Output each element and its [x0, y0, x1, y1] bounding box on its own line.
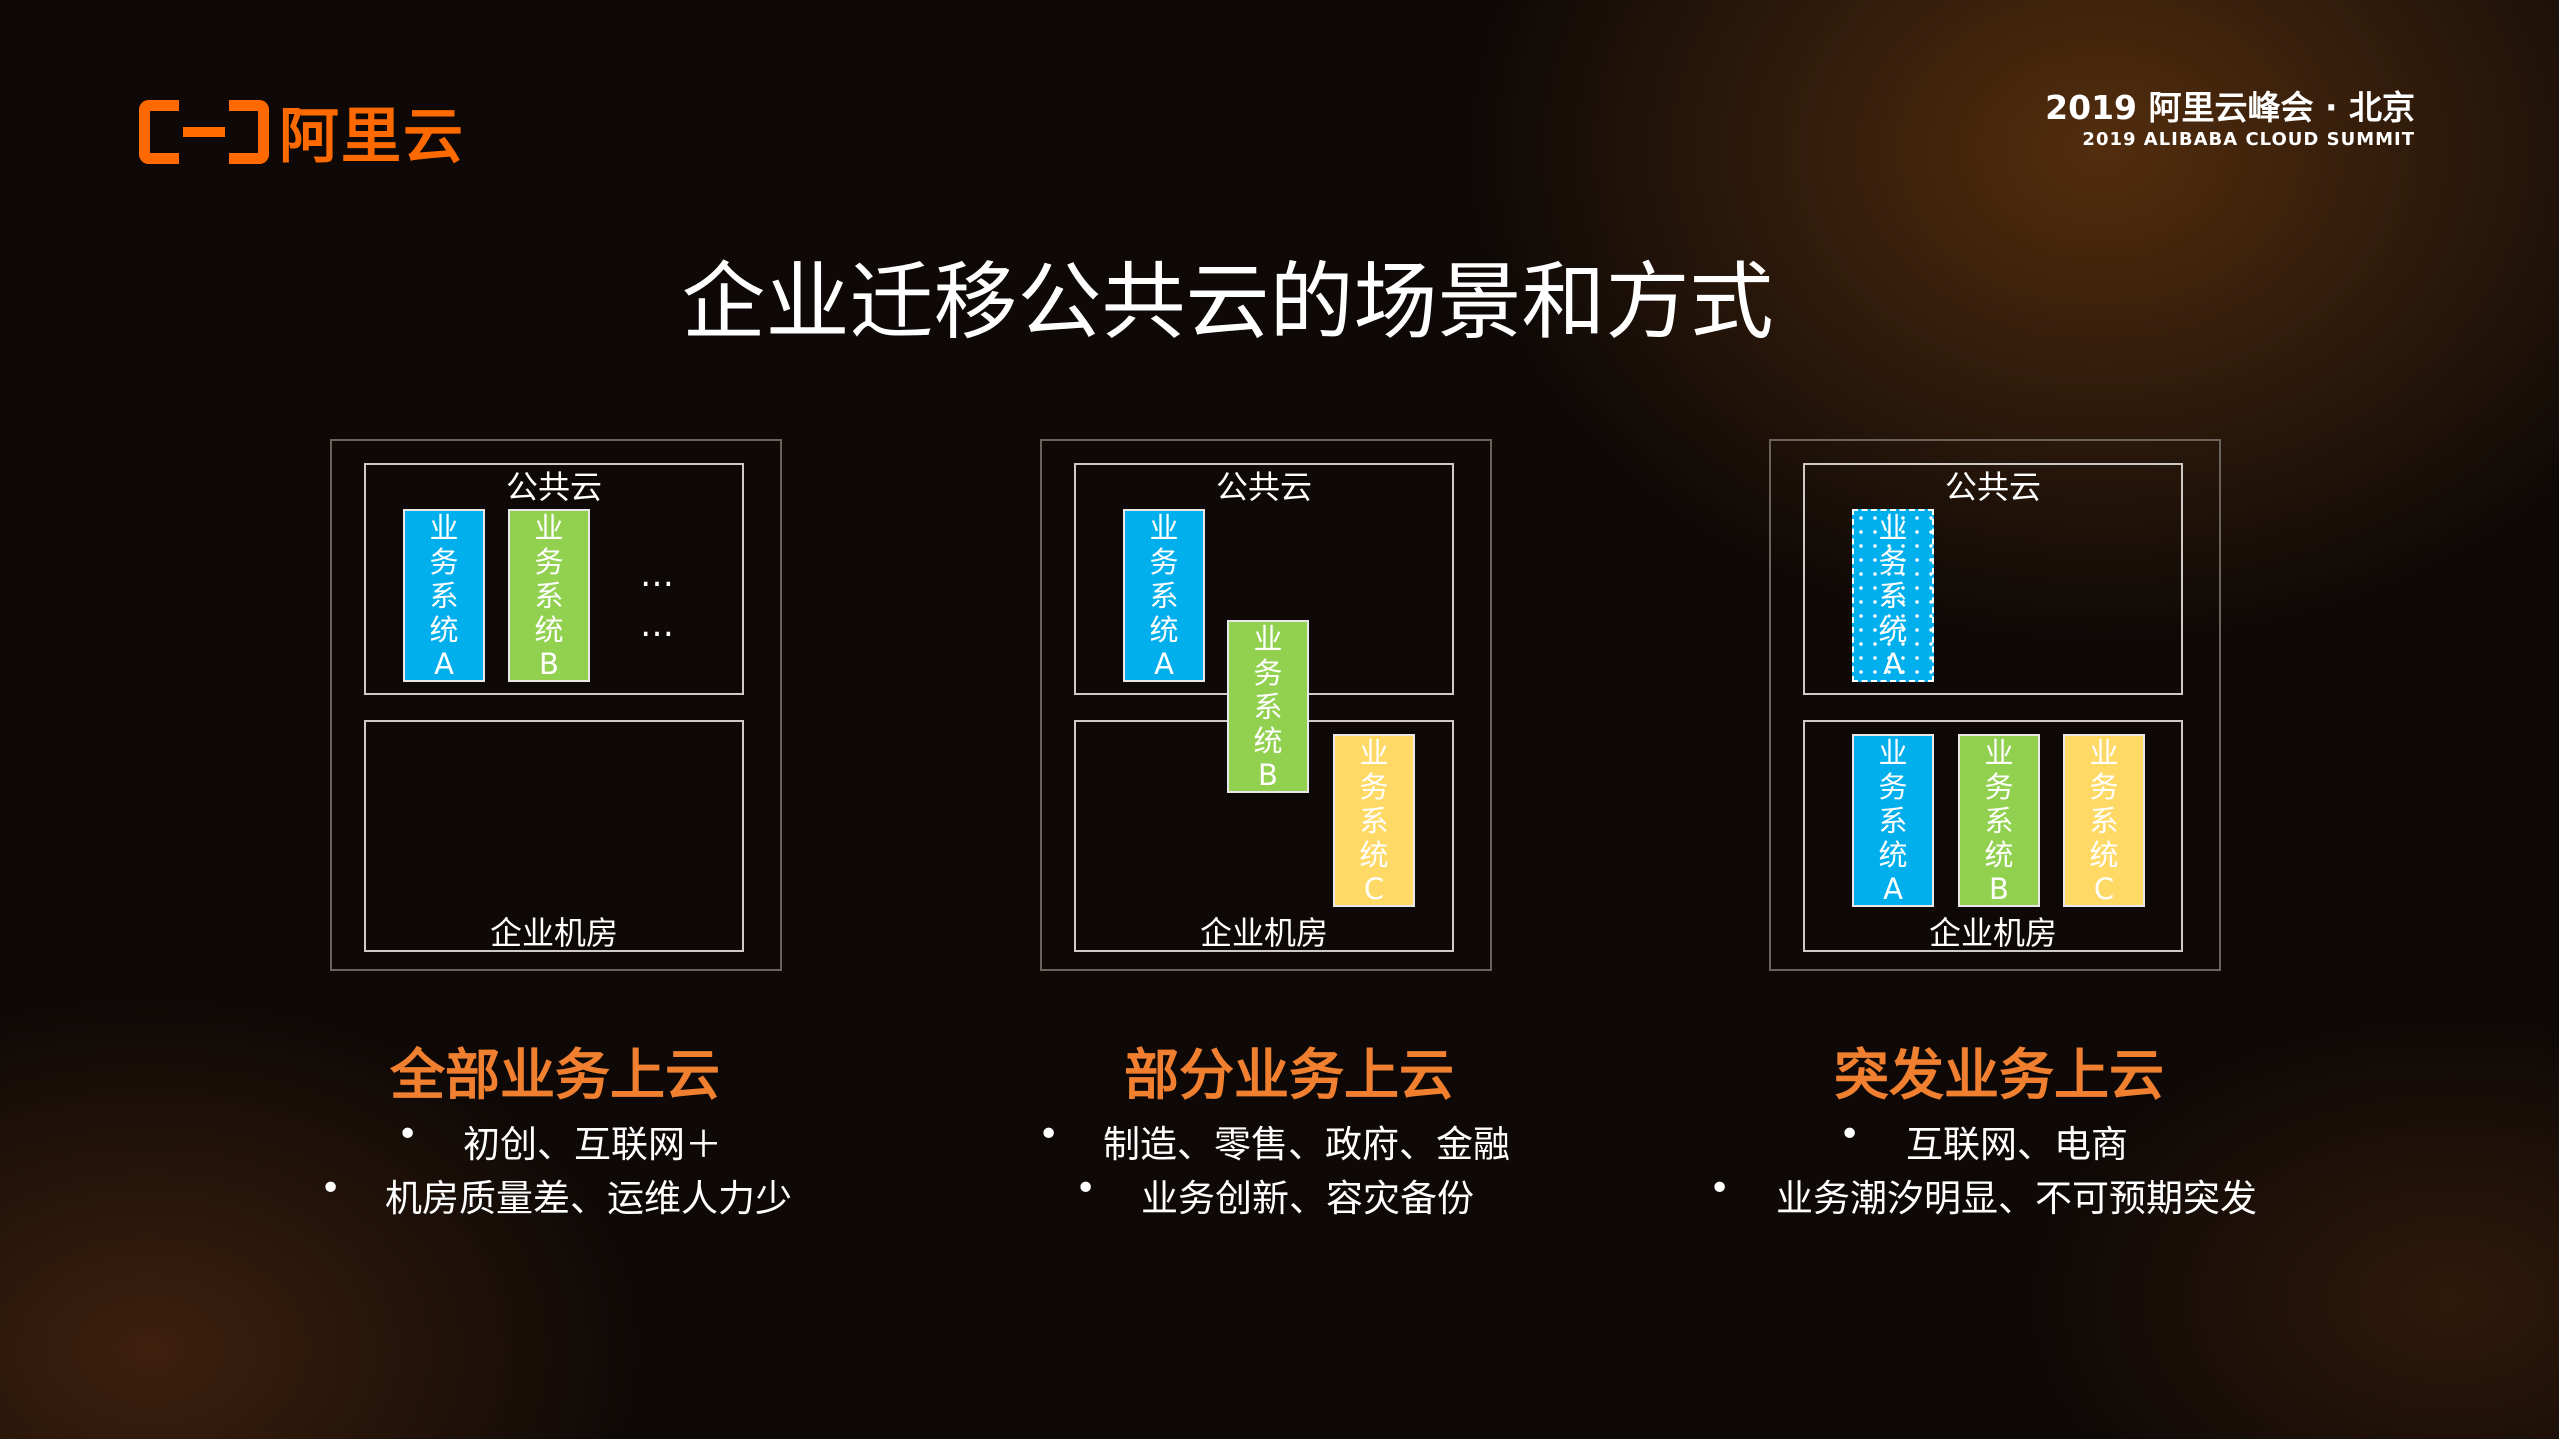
public-cloud-box — [364, 463, 744, 695]
scenario-panel — [330, 439, 782, 971]
logo-text: 阿里云 — [279, 102, 465, 172]
system-label-char: 业 — [1984, 736, 2014, 770]
ellipsis-2: … — [640, 605, 680, 645]
bullet-icon: • — [1839, 1114, 1861, 1155]
scenario-heading: 全部业务上云 — [389, 1043, 720, 1107]
summit-badge: 2019 阿里云峰会 · 北京 2019 ALIBABA CLOUD SUMMI… — [2045, 88, 2415, 152]
bullet-icon: • — [1075, 1168, 1097, 1209]
scenario-bullet: 初创、互联网＋ — [463, 1123, 722, 1166]
system-label-char: A — [434, 647, 454, 681]
system-label-char: 系 — [1359, 804, 1389, 838]
system-label-char: 务 — [1878, 770, 1908, 804]
system-label-char: A — [1883, 647, 1903, 681]
public-cloud-box — [1803, 463, 2183, 695]
scenario-bullet: 业务潮汐明显、不可预期突发 — [1776, 1177, 2257, 1220]
system-label-char: 务 — [429, 545, 459, 579]
system-label-char: 统 — [1878, 838, 1908, 872]
bullet-icon: • — [1709, 1168, 1731, 1209]
system-label-char: 务 — [1359, 770, 1389, 804]
slide-title: 企业迁移公共云的场景和方式 — [681, 253, 1774, 351]
system-label-char: 务 — [1878, 545, 1908, 579]
public-cloud-label: 公共云 — [1215, 468, 1312, 506]
system-label-char: 务 — [1253, 656, 1283, 690]
public-cloud-label: 公共云 — [505, 468, 602, 506]
system-label-char: C — [1363, 872, 1385, 906]
system-label-char: 统 — [1149, 613, 1179, 647]
system-label-char: 务 — [1984, 770, 2014, 804]
system-label-char: 统 — [1253, 724, 1283, 758]
system-label-char: 业 — [2089, 736, 2119, 770]
system-label-char: 业 — [1253, 622, 1283, 656]
system-label-char: 系 — [1878, 579, 1908, 613]
system-label-char: 统 — [1359, 838, 1389, 872]
system-label-char: C — [2093, 872, 2115, 906]
system-label-char: 系 — [1984, 804, 2014, 838]
enterprise-datacenter-label: 企业机房 — [1928, 914, 2057, 952]
system-label-char: 系 — [534, 579, 564, 613]
enterprise-datacenter-label: 企业机房 — [1199, 914, 1328, 952]
system-label-char: 务 — [2089, 770, 2119, 804]
bullet-icon: • — [397, 1114, 419, 1155]
system-label-char: 统 — [1878, 613, 1908, 647]
system-label-char: 系 — [1878, 804, 1908, 838]
enterprise-datacenter-label: 企业机房 — [489, 914, 618, 952]
system-label-char: 业 — [1149, 511, 1179, 545]
aliyun-logo-icon — [139, 99, 269, 164]
scenario-heading: 部分业务上云 — [1123, 1043, 1454, 1107]
ellipsis-1: … — [640, 555, 680, 595]
enterprise-datacenter-box — [1803, 720, 2183, 952]
system-label-char: 业 — [534, 511, 564, 545]
summit-subtitle: 2019 ALIBABA CLOUD SUMMIT — [2082, 129, 2415, 150]
public-cloud-label: 公共云 — [1944, 468, 2041, 506]
scenario-panel — [1040, 439, 1492, 971]
system-label-char: 业 — [1878, 736, 1908, 770]
scenario-bullet: 互联网、电商 — [1906, 1123, 2128, 1166]
scenario-heading: 突发业务上云 — [1833, 1043, 2164, 1107]
system-label-char: B — [1258, 758, 1278, 792]
system-label-char: 统 — [1984, 838, 2014, 872]
scenario-bullet: 机房质量差、运维人力少 — [385, 1177, 792, 1220]
system-label-char: 系 — [1149, 579, 1179, 613]
system-label-char: 系 — [429, 579, 459, 613]
system-label-char: B — [539, 647, 559, 681]
system-label-char: 统 — [2089, 838, 2119, 872]
bullet-icon: • — [1038, 1114, 1060, 1155]
scenario-bullet: 制造、零售、政府、金融 — [1103, 1123, 1510, 1166]
system-label-char: 系 — [1253, 690, 1283, 724]
system-label-char: 务 — [534, 545, 564, 579]
system-label-char: 务 — [1149, 545, 1179, 579]
system-label-char: 系 — [2089, 804, 2119, 838]
system-label-char: 业 — [429, 511, 459, 545]
scenario-bullet: 业务创新、容灾备份 — [1141, 1177, 1474, 1220]
summit-title: 2019 阿里云峰会 · 北京 — [2045, 88, 2415, 127]
aliyun-logo: 阿里云 — [139, 88, 465, 175]
system-label-char: A — [1883, 872, 1903, 906]
system-label-char: 统 — [429, 613, 459, 647]
scenario-panel — [1769, 439, 2221, 971]
system-label-char: A — [1154, 647, 1174, 681]
enterprise-datacenter-box — [364, 720, 744, 952]
bullet-icon: • — [320, 1168, 342, 1209]
system-label-char: 业 — [1878, 511, 1908, 545]
system-label-char: 业 — [1359, 736, 1389, 770]
system-label-char: 统 — [534, 613, 564, 647]
system-label-char: B — [1989, 872, 2009, 906]
